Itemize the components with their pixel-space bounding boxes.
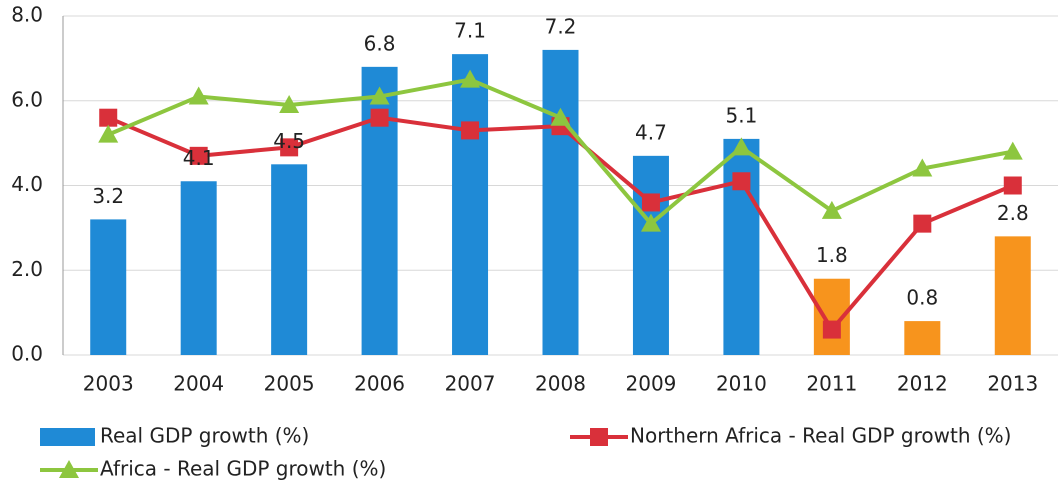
- marker: [731, 137, 752, 156]
- marker: [1002, 141, 1023, 160]
- legend-label: Northern Africa - Real GDP growth (%): [630, 424, 1011, 448]
- x-tick-label: 2008: [535, 372, 586, 396]
- bar: [452, 54, 489, 355]
- x-tick-label: 2013: [987, 372, 1038, 396]
- marker: [99, 108, 118, 127]
- marker: [279, 94, 300, 113]
- legend-marker: [59, 460, 79, 478]
- y-tick-label: 4.0: [11, 172, 43, 196]
- x-tick-label: 2003: [83, 372, 134, 396]
- x-tick-label: 2004: [173, 372, 224, 396]
- data-label: 4.1: [183, 146, 215, 170]
- marker: [1003, 176, 1022, 195]
- bar: [632, 155, 669, 355]
- marker: [821, 200, 842, 219]
- data-label: 1.8: [816, 243, 848, 267]
- data-label: 4.5: [273, 129, 305, 153]
- x-tick-label: 2005: [264, 372, 315, 396]
- marker: [280, 138, 299, 157]
- marker: [732, 172, 751, 191]
- data-label: 7.1: [454, 19, 486, 43]
- x-tick-label: 2007: [445, 372, 496, 396]
- marker: [189, 146, 208, 165]
- legend-label: Africa - Real GDP growth (%): [100, 457, 386, 481]
- legend-marker: [590, 428, 608, 446]
- data-label: 2.8: [997, 201, 1029, 225]
- bar: [904, 321, 941, 355]
- bar: [994, 236, 1031, 355]
- bar: [271, 164, 308, 355]
- bar: [180, 181, 217, 355]
- bar: [542, 49, 579, 356]
- x-tick-label: 2006: [354, 372, 405, 396]
- data-label: 6.8: [364, 31, 396, 55]
- y-tick-label: 6.0: [11, 87, 43, 111]
- marker: [98, 124, 119, 143]
- bar: [90, 219, 127, 355]
- data-label: 3.2: [92, 184, 124, 208]
- legend-label: Real GDP growth (%): [100, 424, 309, 448]
- marker: [461, 121, 480, 140]
- y-tick-label: 8.0: [11, 3, 43, 27]
- y-tick-label: 2.0: [11, 257, 43, 281]
- marker: [188, 86, 209, 105]
- bar: [723, 138, 760, 355]
- marker: [912, 158, 933, 177]
- marker: [913, 214, 932, 233]
- x-tick-label: 2009: [626, 372, 677, 396]
- marker: [640, 213, 661, 232]
- marker: [460, 69, 481, 88]
- marker: [550, 107, 571, 126]
- marker: [370, 108, 389, 127]
- x-tick-label: 2010: [716, 372, 767, 396]
- data-label: 0.8: [906, 286, 938, 310]
- data-label: 4.7: [635, 120, 667, 144]
- marker: [641, 193, 660, 212]
- data-label: 5.1: [726, 103, 758, 127]
- marker: [369, 86, 390, 105]
- x-tick-label: 2012: [897, 372, 948, 396]
- legend-swatch: [40, 428, 95, 446]
- x-tick-label: 2011: [806, 372, 857, 396]
- marker: [822, 320, 841, 339]
- data-label: 7.2: [545, 14, 577, 38]
- y-tick-label: 0.0: [11, 342, 43, 366]
